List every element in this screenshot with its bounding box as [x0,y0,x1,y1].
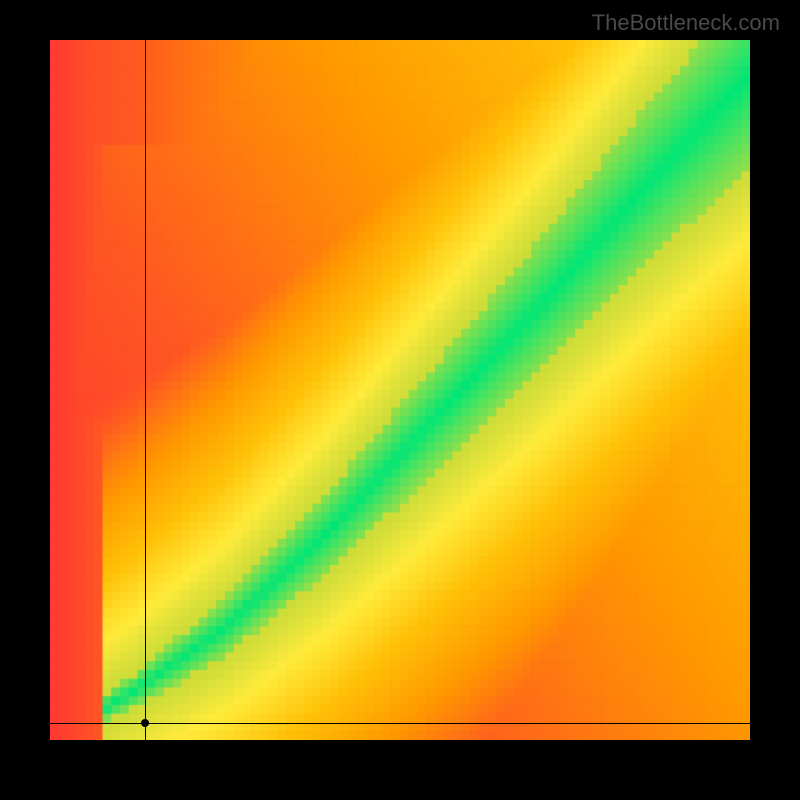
watermark-text: TheBottleneck.com [592,10,780,36]
marker-dot [141,719,149,727]
crosshair-vertical [145,40,146,740]
crosshair-horizontal [50,723,750,724]
heatmap-canvas [50,40,750,740]
heatmap-plot-area [50,40,750,740]
